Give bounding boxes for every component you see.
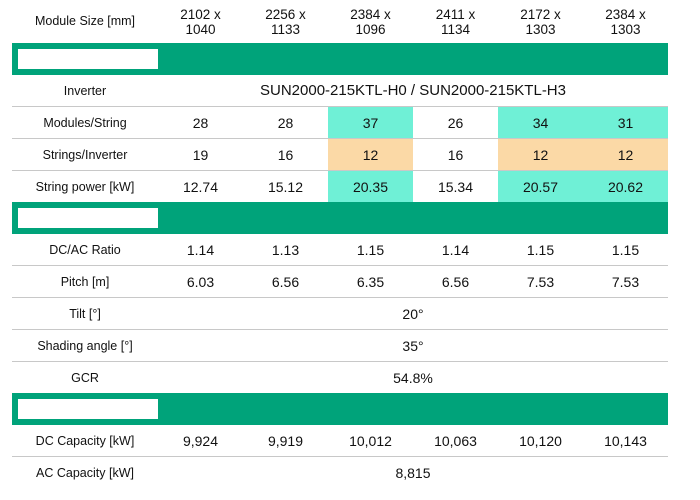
module-size-row: Module Size [mm] 2102 x 1040 2256 x 1133 2… bbox=[12, 0, 668, 43]
table-cell: 6.56 bbox=[413, 265, 498, 298]
dc-ac-ratio-label: DC/AC Ratio bbox=[49, 242, 121, 257]
ac-capacity-value: 8,815 bbox=[158, 456, 668, 488]
dc-ac-ratio-row: DC/AC Ratio 1.14 1.13 1.15 1.14 1.15 1.1… bbox=[12, 234, 668, 266]
string-power-label: String power [kW] bbox=[12, 170, 158, 202]
strings-inverter-row: Strings/Inverter 19 16 12 16 12 12 bbox=[12, 138, 668, 171]
table-cell: 16 bbox=[413, 138, 498, 171]
table-cell-highlight: 20.62 bbox=[583, 170, 668, 202]
shading-value: 35° bbox=[158, 329, 668, 362]
gcr-value: 54.8% bbox=[158, 361, 668, 393]
band-label-box bbox=[18, 49, 158, 69]
table-cell-highlight: 20.57 bbox=[498, 170, 583, 202]
table-cell: 1.14 bbox=[186, 241, 215, 258]
module-size-cell: 2384 x 1303 bbox=[605, 6, 646, 37]
section-band-1 bbox=[12, 43, 668, 75]
dc-capacity-label: DC Capacity [kW] bbox=[35, 433, 135, 448]
module-size-cell: 2256 x 1133 bbox=[265, 6, 306, 37]
table-cell: 10,012 bbox=[349, 432, 392, 449]
string-power-row: String power [kW] 12.74 15.12 20.35 15.3… bbox=[12, 170, 668, 202]
module-size-label: Module Size [mm] bbox=[34, 14, 136, 28]
module-size-cell: 2102 x 1040 bbox=[180, 6, 221, 37]
table-cell: 10,120 bbox=[519, 432, 562, 449]
table-cell: 28 bbox=[158, 106, 243, 139]
table-cell-highlight: 34 bbox=[498, 106, 583, 139]
band-label-box bbox=[18, 399, 158, 419]
band-label-box bbox=[18, 208, 158, 228]
table-cell-highlight: 20.35 bbox=[328, 170, 413, 202]
module-size-cell: 2411 x 1134 bbox=[435, 6, 476, 37]
inverter-label: Inverter bbox=[63, 83, 107, 98]
table-cell: 15.12 bbox=[243, 170, 328, 202]
shading-label: Shading angle [°] bbox=[12, 329, 158, 362]
table-cell: 9,919 bbox=[267, 432, 304, 449]
table-cell: 6.56 bbox=[243, 265, 328, 298]
dc-capacity-row: DC Capacity [kW] 9,924 9,919 10,012 10,0… bbox=[12, 425, 668, 457]
pitch-label: Pitch [m] bbox=[12, 265, 158, 298]
strings-inverter-label: Strings/Inverter bbox=[12, 138, 158, 171]
table-cell: 10,143 bbox=[604, 432, 647, 449]
table-cell-highlight: 12 bbox=[498, 138, 583, 171]
module-comparison-table: Module Size [mm] 2102 x 1040 2256 x 1133 2… bbox=[12, 0, 668, 488]
table-cell: 1.15 bbox=[611, 241, 640, 258]
table-cell: 1.15 bbox=[356, 241, 385, 258]
table-cell-highlight: 37 bbox=[328, 106, 413, 139]
table-cell: 15.34 bbox=[413, 170, 498, 202]
modules-string-label: Modules/String bbox=[12, 106, 158, 139]
tilt-row: Tilt [°] 20° bbox=[12, 297, 668, 330]
table-cell: 1.13 bbox=[271, 241, 300, 258]
table-cell-highlight: 12 bbox=[328, 138, 413, 171]
section-band-3 bbox=[12, 393, 668, 425]
table-cell: 10,063 bbox=[434, 432, 477, 449]
tilt-value: 20° bbox=[158, 297, 668, 330]
table-cell: 6.03 bbox=[158, 265, 243, 298]
section-band-2 bbox=[12, 202, 668, 234]
table-cell: 28 bbox=[243, 106, 328, 139]
table-cell: 12.74 bbox=[158, 170, 243, 202]
modules-string-row: Modules/String 28 28 37 26 34 31 bbox=[12, 106, 668, 139]
ac-capacity-label: AC Capacity [kW] bbox=[12, 456, 158, 488]
pitch-row: Pitch [m] 6.03 6.56 6.35 6.56 7.53 7.53 bbox=[12, 265, 668, 298]
table-cell: 19 bbox=[158, 138, 243, 171]
table-cell: 7.53 bbox=[583, 265, 668, 298]
table-cell: 9,924 bbox=[182, 432, 219, 449]
table-cell: 1.14 bbox=[441, 241, 470, 258]
shading-row: Shading angle [°] 35° bbox=[12, 329, 668, 362]
table-cell: 26 bbox=[413, 106, 498, 139]
table-cell: 6.35 bbox=[328, 265, 413, 298]
table-cell: 7.53 bbox=[498, 265, 583, 298]
table-cell-highlight: 31 bbox=[583, 106, 668, 139]
table-cell-highlight: 12 bbox=[583, 138, 668, 171]
inverter-value: SUN2000-215KTL-H0 / SUN2000-215KTL-H3 bbox=[260, 82, 566, 99]
inverter-row: Inverter SUN2000-215KTL-H0 / SUN2000-215… bbox=[12, 75, 668, 107]
ac-capacity-row: AC Capacity [kW] 8,815 bbox=[12, 456, 668, 488]
tilt-label: Tilt [°] bbox=[12, 297, 158, 330]
gcr-row: GCR 54.8% bbox=[12, 361, 668, 393]
module-size-cell: 2384 x 1096 bbox=[350, 6, 391, 37]
module-size-cell: 2172 x 1303 bbox=[520, 6, 561, 37]
gcr-label: GCR bbox=[12, 361, 158, 393]
table-cell: 16 bbox=[243, 138, 328, 171]
table-cell: 1.15 bbox=[526, 241, 555, 258]
